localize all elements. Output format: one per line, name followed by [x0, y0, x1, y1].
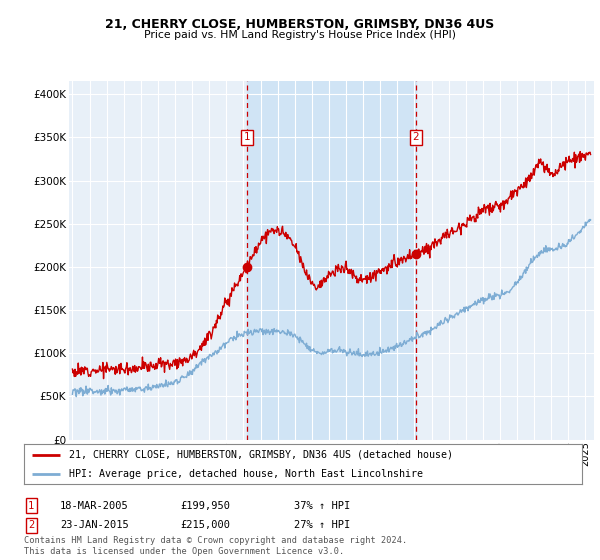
Text: 2: 2 [28, 520, 34, 530]
Text: Price paid vs. HM Land Registry's House Price Index (HPI): Price paid vs. HM Land Registry's House … [144, 30, 456, 40]
Text: 27% ↑ HPI: 27% ↑ HPI [294, 520, 350, 530]
Text: Contains HM Land Registry data © Crown copyright and database right 2024.
This d: Contains HM Land Registry data © Crown c… [24, 536, 407, 556]
Text: 18-MAR-2005: 18-MAR-2005 [60, 501, 129, 511]
Text: 23-JAN-2015: 23-JAN-2015 [60, 520, 129, 530]
Text: 1: 1 [244, 132, 250, 142]
Text: £215,000: £215,000 [180, 520, 230, 530]
Text: 21, CHERRY CLOSE, HUMBERSTON, GRIMSBY, DN36 4US (detached house): 21, CHERRY CLOSE, HUMBERSTON, GRIMSBY, D… [68, 450, 452, 460]
Text: 1: 1 [28, 501, 34, 511]
Text: 37% ↑ HPI: 37% ↑ HPI [294, 501, 350, 511]
Text: 21, CHERRY CLOSE, HUMBERSTON, GRIMSBY, DN36 4US: 21, CHERRY CLOSE, HUMBERSTON, GRIMSBY, D… [106, 18, 494, 31]
Text: HPI: Average price, detached house, North East Lincolnshire: HPI: Average price, detached house, Nort… [68, 469, 422, 478]
Text: £199,950: £199,950 [180, 501, 230, 511]
Bar [247, 81, 416, 440]
Text: 2: 2 [412, 132, 419, 142]
